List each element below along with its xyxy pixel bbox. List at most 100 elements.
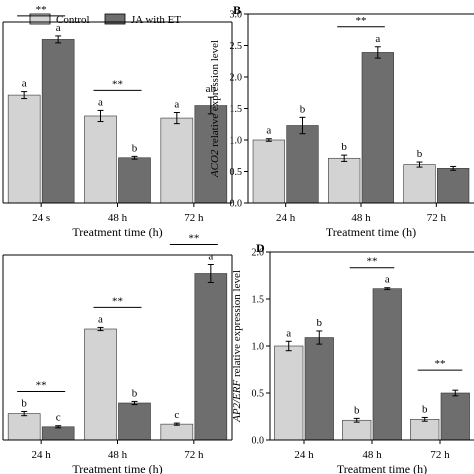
bar-control [160,423,194,441]
x-tick-label: 24 s [32,212,50,224]
y-tick-label: 1.5 [230,104,243,115]
x-tick-label: 72 h [184,212,204,224]
bar-ja-with-et [41,426,75,441]
y-tick-label: 2.5 [230,41,243,52]
bar-control [403,164,436,204]
significance-letter: a [286,327,291,339]
legend-label-ja-with-et: JA with ET [131,14,181,26]
significance-letter: b [354,404,360,416]
bar-ja-with-et [372,288,402,441]
bar-ja-with-et [286,125,319,204]
panel-plot-area: a b b a ** b [252,15,470,204]
bar-ja-with-et [304,337,334,441]
y-axis-title-rest: relative expression level [209,40,221,150]
bar-ja-with-et [361,52,394,204]
bar-control [160,117,194,204]
significance-stars: ** [356,15,367,27]
x-tick-label: 48 h [108,449,128,461]
bar-ja-with-et [440,392,470,441]
significance-stars: ** [435,358,446,370]
y-tick-label: 2.0 [252,248,265,259]
x-tick-label: 72 h [430,449,450,461]
significance-letter: b [300,103,306,115]
x-tick-label: 24 h [32,449,52,461]
legend: Control JA with ET [29,13,181,26]
y-tick-label: 0.0 [252,436,265,447]
y-axis-title-gene: ACO2 [209,149,221,178]
significance-letter: c [56,412,61,424]
bar-ja-with-et [194,105,228,204]
y-axis-title: AP2/ERF relative expression level [231,270,243,423]
significance-letter: b [132,387,138,399]
y-tick-label: 1.0 [230,136,243,147]
bar-ja-with-et [437,168,470,204]
significance-stars: ** [112,78,123,90]
bar-control [7,94,41,204]
significance-stars: ** [188,233,199,245]
panel-letter: B [233,3,241,17]
significance-letter: a [266,125,271,137]
significance-letter: b [417,148,423,160]
significance-letter: b [341,141,347,153]
bar-ja-with-et [118,402,151,441]
significance-letter: a [174,99,179,111]
bar-control [410,419,440,441]
x-axis-title: Treatment time (h) [326,225,416,239]
panel-plot-area: b c ** a b ** c a ** [7,233,228,441]
panel-letter: D [256,241,265,255]
y-axis-title-rest: relative expression level [231,270,243,380]
significance-letter: b [317,317,323,329]
significance-letter: a [22,78,27,90]
x-axis-title: Treatment time (h) [337,462,427,474]
x-tick-label: 24 h [294,449,314,461]
y-tick-label: 1.0 [252,342,265,353]
bar-control [342,419,372,441]
bar-control [252,139,285,204]
panel-c: b c ** a b ** c a ** 24 h 48 h 72 h Treatment time (… [2,233,233,474]
y-tick-label: 2.0 [230,73,243,84]
legend-swatch-ja-with-et [104,13,126,25]
panel-plot-area: a b b a ** b ** [274,256,470,441]
significance-letter: a [375,33,380,45]
y-tick-label: 0.5 [230,167,243,178]
y-tick-label: 0.5 [252,389,265,400]
panel-d: a b b a ** b ** 24 h 48 h 72 h 0.0 0.5 1.0 1.5 2.0 Trea… [231,241,474,474]
significance-stars: ** [112,295,123,307]
bar-control [84,115,117,204]
bar-control [7,413,41,441]
significance-letter: ab [206,83,217,95]
bar-control [274,345,304,441]
x-tick-label: 48 h [362,449,382,461]
bar-ja-with-et [194,273,228,441]
y-tick-label: 1.5 [252,295,265,306]
bar-control [84,328,117,441]
panel-plot-area: aa**ab**aab [7,4,228,204]
legend-label-control: Control [56,14,90,26]
significance-stars: ** [36,379,47,391]
significance-letter: a [208,251,213,263]
significance-letter: a [385,274,390,286]
x-tick-label: 48 h [351,212,371,224]
legend-swatch-control [29,13,51,25]
significance-letter: a [98,313,103,325]
bar-ja-with-et [41,39,75,204]
significance-letter: b [132,142,138,154]
x-axis-title: Treatment time (h) [72,462,162,474]
y-tick-label: 3.0 [230,10,243,21]
significance-letter: b [21,397,27,409]
y-axis-title-gene: AP2/ERF [231,379,243,422]
x-axis-title: Treatment time (h) [72,225,162,239]
significance-stars: ** [367,256,378,268]
y-tick-label: 0.0 [230,199,243,210]
y-axis-title: ACO2 relative expression level [209,40,221,178]
x-tick-label: 24 h [276,212,296,224]
x-tick-label: 72 h [427,212,447,224]
significance-letter: b [422,403,428,415]
significance-letter: a [98,96,103,108]
bar-control [328,157,361,204]
bar-ja-with-et [118,157,151,204]
